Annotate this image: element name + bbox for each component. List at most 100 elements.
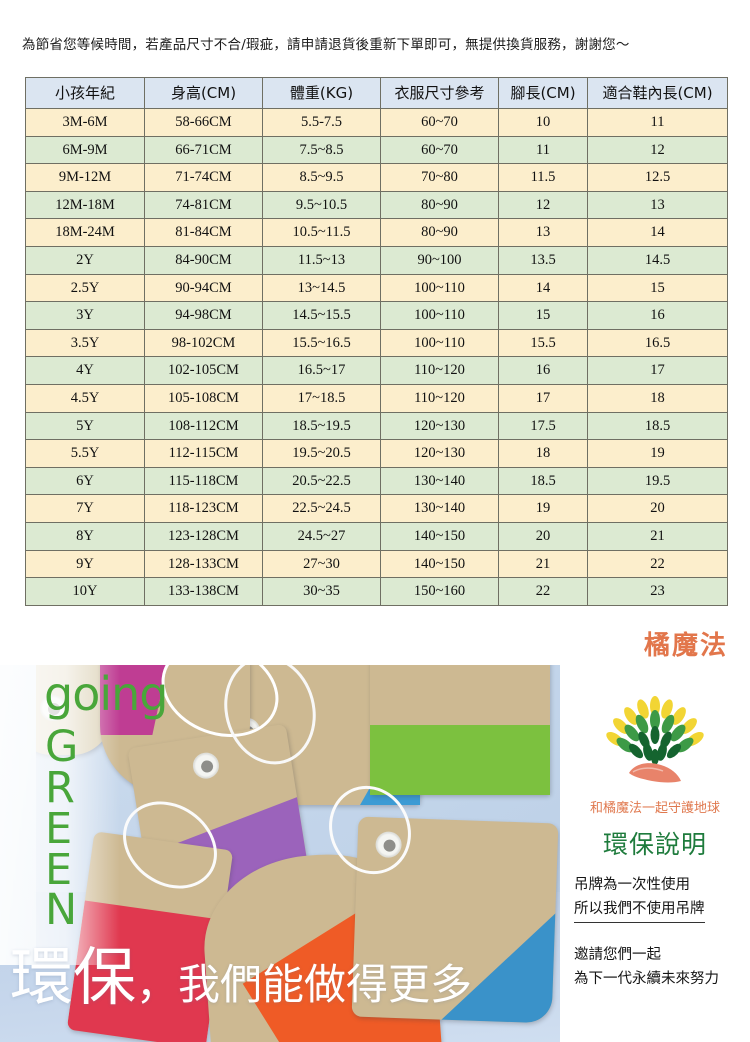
tag-eyelet <box>191 750 221 781</box>
cell-weight: 30~35 <box>262 577 381 606</box>
cell-footlength: 14 <box>498 273 588 303</box>
cell-footlength: 19 <box>498 494 588 523</box>
cell-insole: 20 <box>587 494 728 523</box>
cell-clothes: 100~110 <box>380 328 499 358</box>
cell-footlength: 17.5 <box>498 411 588 441</box>
eco-banner: going G R E E N 環保，我們能做得更多 <box>0 665 750 1042</box>
table-row: 8Y 123-128CM 24.5~27 140~150 20 21 <box>25 521 728 551</box>
table-row: 2.5Y 90-94CM 13~14.5 100~110 14 15 <box>25 273 728 303</box>
cell-weight: 18.5~19.5 <box>262 411 381 441</box>
col-header-age: 小孩年紀 <box>25 77 145 109</box>
cell-height: 81-84CM <box>144 218 263 247</box>
cell-height: 94-98CM <box>144 301 263 330</box>
size-chart-container: 小孩年紀 身高(CM) 體重(KG) 衣服尺寸參考 腳長(CM) 適合鞋內長(C… <box>25 77 728 606</box>
cell-footlength: 12 <box>498 190 588 220</box>
cell-age: 8Y <box>25 521 145 551</box>
cell-insole: 19 <box>587 439 728 468</box>
cell-clothes: 90~100 <box>380 245 499 275</box>
brand-logo-text: 橘魔法 <box>643 631 728 661</box>
cell-age: 3Y <box>25 301 145 330</box>
hang-tag-kraft-green <box>370 665 550 795</box>
going-text: going <box>44 667 168 721</box>
table-header: 小孩年紀 身高(CM) 體重(KG) 衣服尺寸參考 腳長(CM) 適合鞋內長(C… <box>25 77 728 109</box>
cell-footlength: 17 <box>498 383 588 413</box>
table-row: 6Y 115-118CM 20.5~22.5 130~140 18.5 19.5 <box>25 466 728 496</box>
cell-height: 118-123CM <box>144 494 263 523</box>
eco-info-panel: 和橘魔法一起守護地球 環保說明 吊牌為一次性使用 所以我們不使用吊牌 邀請您們一… <box>560 665 750 1042</box>
table-row: 10Y 133-138CM 30~35 150~160 22 23 <box>25 577 728 606</box>
cell-insole: 14 <box>587 218 728 247</box>
cell-insole: 23 <box>587 577 728 606</box>
cell-weight: 7.5~8.5 <box>262 135 381 165</box>
table-row: 2Y 84-90CM 11.5~13 90~100 13.5 14.5 <box>25 245 728 275</box>
cell-clothes: 120~130 <box>380 439 499 468</box>
green-letter: E <box>45 844 73 895</box>
table-row: 5Y 108-112CM 18.5~19.5 120~130 17.5 18.5 <box>25 411 728 441</box>
cell-age: 5.5Y <box>25 439 145 468</box>
cell-footlength: 22 <box>498 577 588 606</box>
cell-insole: 16.5 <box>587 328 728 358</box>
spacer <box>574 923 750 943</box>
table-row: 12M-18M 74-81CM 9.5~10.5 80~90 12 13 <box>25 190 728 220</box>
eco-section-title: 環保說明 <box>602 830 707 859</box>
cell-height: 133-138CM <box>144 577 263 606</box>
col-header-height: 身高(CM) <box>144 77 263 109</box>
cell-clothes: 140~150 <box>380 521 499 551</box>
cell-weight: 5.5-7.5 <box>262 108 381 137</box>
cell-age: 10Y <box>25 577 145 606</box>
table-row: 3M-6M 58-66CM 5.5-7.5 60~70 10 11 <box>25 108 728 137</box>
cell-clothes: 100~110 <box>380 273 499 303</box>
cell-clothes: 70~80 <box>380 163 499 192</box>
table-row: 9Y 128-133CM 27~30 140~150 21 22 <box>25 549 728 579</box>
cell-footlength: 11.5 <box>498 163 588 192</box>
col-header-weight: 體重(KG) <box>262 77 381 109</box>
cell-weight: 8.5~9.5 <box>262 163 381 192</box>
green-vertical-text: G R E E N <box>45 722 79 932</box>
photo-left-fade <box>0 665 120 965</box>
banner-headline: 環保，我們能做得更多 <box>10 946 472 1009</box>
cell-age: 9M-12M <box>25 163 145 192</box>
cell-clothes: 80~90 <box>380 190 499 220</box>
cell-height: 128-133CM <box>144 549 263 579</box>
eco-slogan: 和橘魔法一起守護地球 <box>589 801 720 816</box>
cell-insole: 13 <box>587 190 728 220</box>
cell-insole: 21 <box>587 521 728 551</box>
cell-height: 102-105CM <box>144 356 263 385</box>
eco-info-lines: 吊牌為一次性使用 所以我們不使用吊牌 邀請您們一起 為下一代永續未來努力 <box>574 873 750 991</box>
hang-tags-photo: going G R E E N 環保，我們能做得更多 <box>0 665 560 1042</box>
cell-age: 6Y <box>25 466 145 496</box>
cell-footlength: 15 <box>498 301 588 330</box>
cell-footlength: 11 <box>498 135 588 165</box>
table-row: 18M-24M 81-84CM 10.5~11.5 80~90 13 14 <box>25 218 728 247</box>
tag-swatch-green <box>370 725 550 795</box>
cell-weight: 13~14.5 <box>262 273 381 303</box>
eco-line-3: 邀請您們一起 <box>574 947 661 963</box>
col-header-insole: 適合鞋內長(CM) <box>587 77 728 109</box>
cell-weight: 17~18.5 <box>262 383 381 413</box>
cell-footlength: 10 <box>498 108 588 137</box>
cell-clothes: 60~70 <box>380 135 499 165</box>
cell-height: 84-90CM <box>144 245 263 275</box>
cell-weight: 9.5~10.5 <box>262 190 381 220</box>
table-row: 4.5Y 105-108CM 17~18.5 110~120 17 18 <box>25 383 728 413</box>
col-header-clothes: 衣服尺寸參考 <box>380 77 499 109</box>
cell-insole: 14.5 <box>587 245 728 275</box>
cell-height: 66-71CM <box>144 135 263 165</box>
cell-age: 4.5Y <box>25 383 145 413</box>
cell-insole: 12.5 <box>587 163 728 192</box>
green-letter: G <box>45 722 79 772</box>
cell-clothes: 110~120 <box>380 383 499 413</box>
cell-weight: 10.5~11.5 <box>262 218 381 247</box>
cell-footlength: 20 <box>498 521 588 551</box>
eco-line-2: 所以我們不使用吊牌 <box>574 897 705 923</box>
table-row: 7Y 118-123CM 22.5~24.5 130~140 19 20 <box>25 494 728 523</box>
cell-age: 2.5Y <box>25 273 145 303</box>
cell-weight: 16.5~17 <box>262 356 381 385</box>
cell-age: 9Y <box>25 549 145 579</box>
cell-clothes: 150~160 <box>380 577 499 606</box>
green-letter: E <box>45 803 73 854</box>
cell-weight: 22.5~24.5 <box>262 494 381 523</box>
cell-height: 108-112CM <box>144 411 263 441</box>
table-header-row: 小孩年紀 身高(CM) 體重(KG) 衣服尺寸參考 腳長(CM) 適合鞋內長(C… <box>25 77 728 109</box>
